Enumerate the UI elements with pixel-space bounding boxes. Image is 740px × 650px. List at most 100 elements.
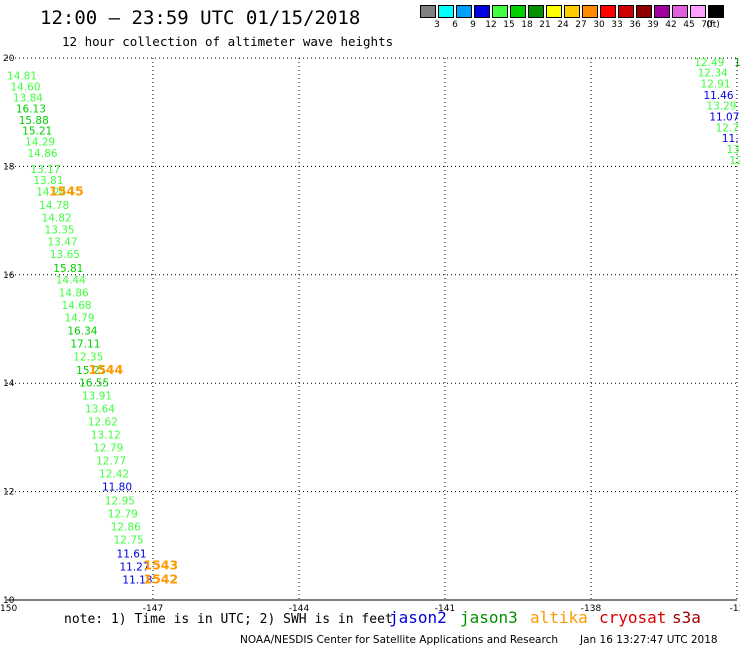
satellite-legend-item: s3a (672, 608, 701, 627)
scale-label: 12 (485, 20, 497, 30)
data-point: 1 (734, 57, 740, 69)
scale-swatch (582, 5, 598, 18)
data-point: 16.13 (16, 103, 46, 115)
data-point: 13.65 (50, 249, 80, 261)
scale-swatch (420, 5, 436, 18)
data-point: 14.24 (36, 186, 66, 198)
time-label: 1544 (88, 362, 123, 377)
scale-label: 15 (503, 20, 515, 30)
scale-swatch (456, 5, 472, 18)
scale-swatch (438, 5, 454, 18)
scale-label: 18 (521, 20, 533, 30)
satellite-legend-item: cryosat (599, 608, 667, 627)
y-tick-label: 18 (3, 162, 15, 172)
data-point: 14.82 (42, 212, 72, 224)
page-subtitle: 12 hour collection of altimeter wave hei… (62, 34, 394, 49)
scale-label: 36 (629, 20, 641, 30)
satellite-legend-item: altika (530, 608, 588, 627)
scale-label: 45 (683, 20, 695, 30)
scale-label: 21 (539, 20, 551, 30)
data-point: 12.62 (88, 417, 118, 429)
time-label: 1545 (49, 183, 84, 198)
scale-swatch (654, 5, 670, 18)
data-point: 11.46 (703, 90, 733, 102)
x-tick-label: -138 (581, 604, 602, 614)
data-point: 13.81 (33, 175, 63, 187)
data-point: 15.21 (22, 126, 52, 138)
scale-label: 42 (665, 20, 677, 30)
data-point: 15.25 (76, 365, 106, 377)
x-tick-label: -150 (0, 604, 17, 614)
scale-swatch (672, 5, 688, 18)
data-point: 13 (726, 144, 739, 156)
scale-swatch (690, 5, 706, 18)
page-title: 12:00 — 23:59 UTC 01/15/2018 (40, 7, 361, 29)
y-tick-label: 10 (3, 596, 15, 606)
data-point: 15.81 (53, 263, 83, 275)
data-point: 12 (729, 155, 740, 167)
data-point: 12.95 (105, 495, 135, 507)
scale-label: 3 (434, 20, 440, 30)
data-point: 12.79 (93, 443, 123, 455)
x-tick-label: -141 (435, 604, 455, 614)
footer-note: note: 1) Time is in UTC; 2) SWH is in fe… (64, 612, 393, 627)
data-point: 12.35 (73, 352, 103, 364)
scale-swatch (708, 5, 724, 18)
data-point: 11.61 (117, 548, 147, 560)
x-tick-label: -144 (289, 604, 310, 614)
data-point: 14.86 (59, 288, 89, 300)
scale-swatch (618, 5, 634, 18)
data-point: 11.18 (122, 574, 152, 586)
data-point: 17.11 (70, 339, 100, 351)
scale-swatch (492, 5, 508, 18)
data-point: 11.27 (119, 561, 149, 573)
satellite-legend-item: jason2 (389, 608, 447, 627)
data-point: 14.68 (62, 300, 92, 312)
y-tick-label: 14 (3, 379, 15, 389)
scale-label: 27 (575, 20, 587, 30)
scale-label: 70 (701, 20, 713, 30)
data-point: 12.91 (701, 78, 731, 90)
y-tick-label: 20 (3, 54, 15, 64)
data-point: 12.49 (694, 57, 724, 69)
scale-swatch (528, 5, 544, 18)
data-point: 14.78 (39, 200, 69, 212)
time-label: 1542 (143, 571, 178, 586)
data-point: 15.88 (19, 115, 49, 127)
data-point: 12.86 (111, 521, 141, 533)
scale-swatch (546, 5, 562, 18)
scale-label: 33 (611, 20, 623, 30)
generated-timestamp: Jan 16 13:27:47 UTC 2018 (580, 634, 718, 646)
scale-label: 39 (647, 20, 659, 30)
data-point: 14.79 (64, 313, 94, 325)
data-point: 13.91 (82, 391, 112, 403)
data-point: 13.12 (91, 430, 121, 442)
scale-swatch (600, 5, 616, 18)
credit-line: NOAA/NESDIS Center for Satellite Applica… (240, 634, 558, 646)
data-point: 16.34 (67, 326, 97, 338)
scale-swatch (636, 5, 652, 18)
scale-unit: (ft) (706, 20, 720, 30)
data-point: 13.64 (85, 404, 115, 416)
data-point: 11. (722, 133, 739, 145)
data-point: 14.29 (25, 136, 55, 148)
data-point: 14.81 (7, 70, 37, 82)
data-point: 14.60 (10, 82, 40, 94)
satellite-legend-item: jason3 (460, 608, 518, 627)
data-point: 12.75 (114, 534, 144, 546)
scale-label: 24 (557, 20, 569, 30)
scale-label: 30 (593, 20, 605, 30)
time-label: 1543 (143, 557, 178, 572)
data-point: 13.29 (706, 101, 736, 113)
data-point: 12.42 (99, 469, 129, 481)
scale-swatch (510, 5, 526, 18)
data-point: 12.79 (108, 508, 138, 520)
data-point: 13.47 (47, 237, 77, 249)
data-point: 11.07 (709, 112, 739, 124)
data-point: 16.55 (79, 378, 109, 390)
x-tick-label: -147 (143, 604, 163, 614)
data-point: 11.80 (102, 482, 132, 494)
scale-swatch (474, 5, 490, 18)
data-point: 14.86 (27, 148, 57, 160)
